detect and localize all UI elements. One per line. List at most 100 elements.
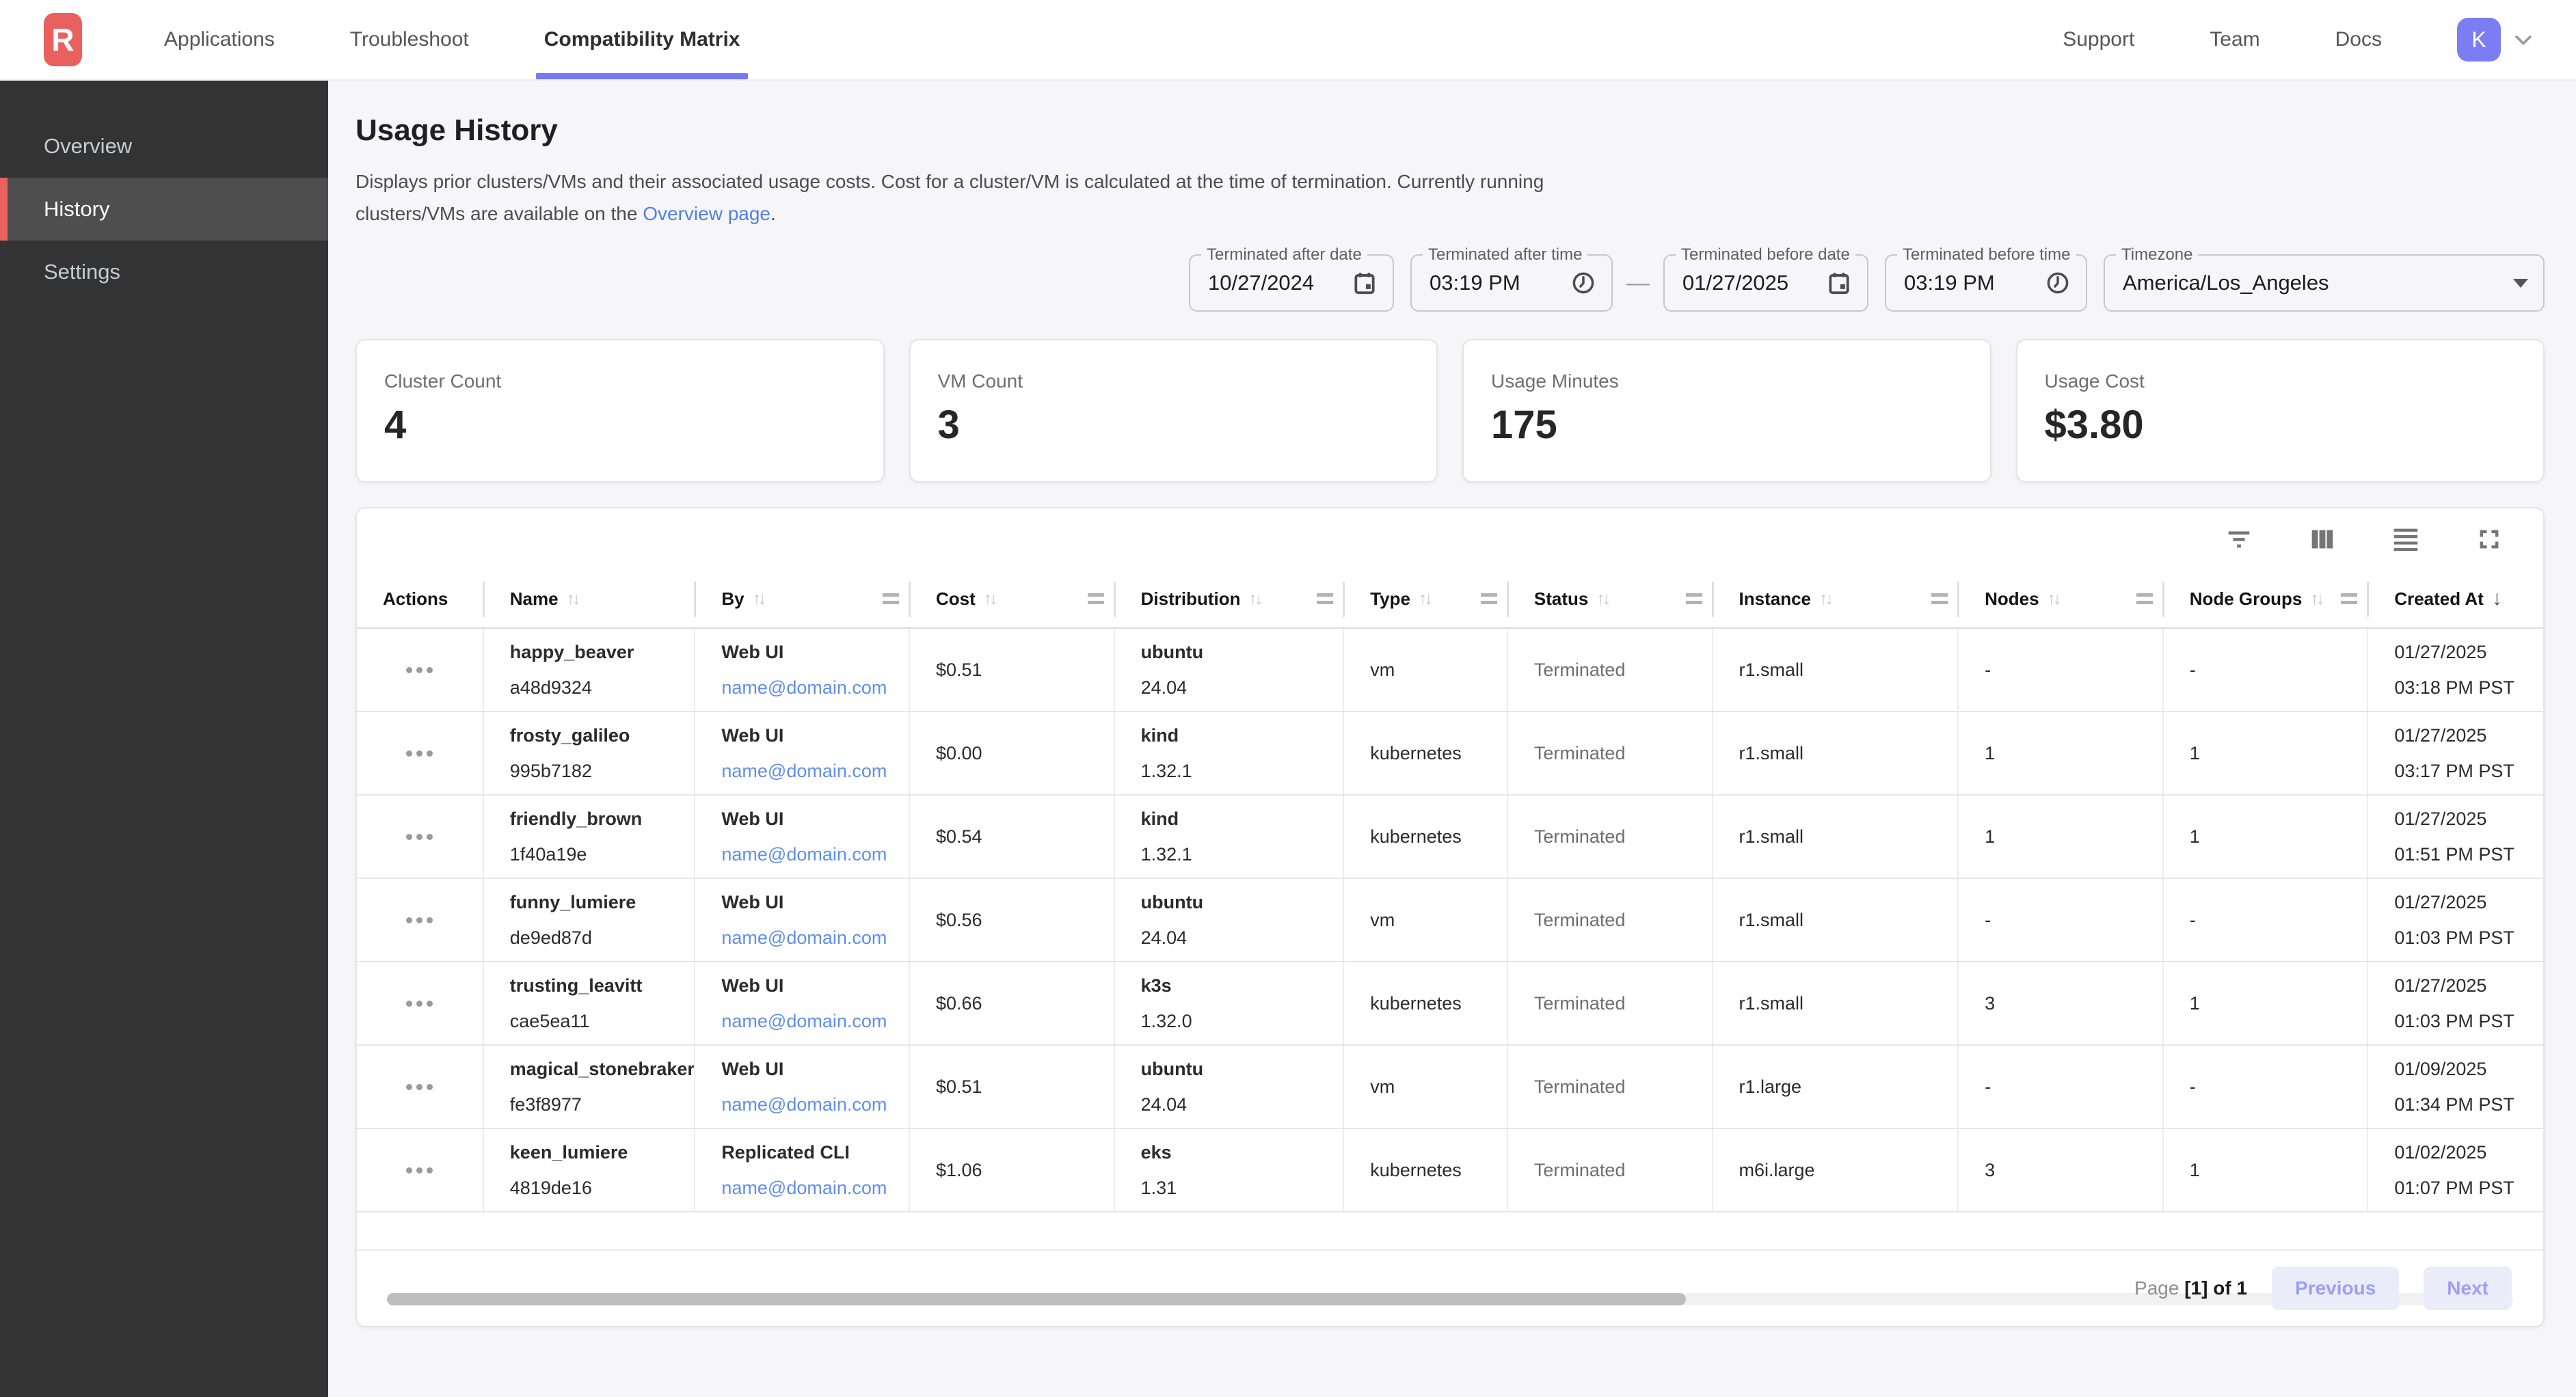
terminated-after-date-field[interactable]: Terminated after date 10/27/2024 (1189, 245, 1394, 312)
clock-icon[interactable] (2045, 270, 2071, 296)
table-row[interactable]: funny_lumiere de9ed87d Web UI name@domain.c… (357, 879, 2543, 962)
column-separator[interactable] (1711, 582, 1714, 617)
replicated-logo[interactable]: R (44, 13, 82, 66)
nav-item-docs[interactable]: Docs (2335, 28, 2382, 51)
column-header-node-groups[interactable]: Node Groups ↑↓ (2164, 570, 2370, 627)
row-node-groups: - (2189, 660, 2196, 680)
column-menu-icon[interactable] (1317, 593, 1334, 604)
column-separator[interactable] (2367, 582, 2370, 617)
column-header-instance[interactable]: Instance ↑↓ (1713, 570, 1960, 627)
row-status: Terminated (1533, 1160, 1626, 1180)
table-row[interactable]: frosty_galileo 995b7182 Web UI name@domain.… (357, 712, 2543, 796)
row-email-link[interactable]: name@domain.com (721, 761, 887, 781)
row-email-link[interactable]: name@domain.com (721, 1011, 887, 1031)
table-cell: vm (1344, 629, 1508, 711)
column-separator[interactable] (1113, 582, 1116, 617)
column-separator[interactable] (1957, 582, 1960, 617)
row-actions-button[interactable] (383, 1167, 483, 1174)
clock-icon[interactable] (1570, 270, 1596, 296)
sort-icon[interactable]: ↑↓ (1596, 588, 1611, 608)
overview-page-link[interactable]: Overview page (643, 203, 770, 224)
sort-icon[interactable]: ↑↓ (983, 588, 998, 608)
sidebar-item-overview[interactable]: Overview (44, 134, 133, 158)
filter-icon[interactable] (2223, 524, 2255, 555)
column-header-type[interactable]: Type ↑↓ (1344, 570, 1509, 627)
row-created-time: 01:51 PM PST (2394, 844, 2514, 865)
table-row[interactable]: magical_stonebraker fe3f8977 Web UI name@do… (357, 1046, 2543, 1129)
row-actions-button[interactable] (383, 750, 483, 757)
account-menu[interactable]: K (2457, 18, 2535, 62)
sidebar-item-history[interactable]: History (0, 178, 328, 241)
sort-icon[interactable]: ↑↓ (1248, 588, 1263, 608)
sort-desc-icon[interactable]: ↓ (2491, 587, 2502, 610)
column-menu-icon[interactable] (1931, 593, 1948, 604)
row-email-link[interactable]: name@domain.com (721, 1094, 887, 1115)
sort-icon[interactable]: ↑↓ (752, 588, 767, 608)
row-email-link[interactable]: name@domain.com (721, 844, 887, 865)
column-separator[interactable] (2162, 582, 2164, 617)
column-separator[interactable] (482, 582, 485, 617)
column-header-created-at[interactable]: Created At ↓ (2368, 570, 2543, 627)
column-header-cost[interactable]: Cost ↑↓ (910, 570, 1116, 627)
sort-icon[interactable]: ↑↓ (2310, 588, 2324, 608)
row-email-link[interactable]: name@domain.com (721, 677, 887, 698)
column-menu-icon[interactable] (1480, 593, 1497, 604)
calendar-icon[interactable] (1352, 270, 1378, 296)
column-menu-icon[interactable] (2136, 593, 2153, 604)
nav-item-support[interactable]: Support (2063, 28, 2135, 51)
row-actions-button[interactable] (383, 1083, 483, 1090)
column-menu-icon[interactable] (1087, 593, 1104, 604)
column-header-by[interactable]: By ↑↓ (695, 570, 911, 627)
column-menu-icon[interactable] (883, 593, 899, 604)
row-instance: r1.small (1739, 743, 1804, 763)
column-separator[interactable] (1343, 582, 1345, 617)
terminated-before-time-field[interactable]: Terminated before time 03:19 PM (1885, 245, 2087, 312)
previous-page-button[interactable]: Previous (2272, 1266, 2400, 1310)
fullscreen-icon[interactable] (2473, 524, 2505, 555)
column-header-status[interactable]: Status ↑↓ (1508, 570, 1714, 627)
table-row[interactable]: keen_lumiere 4819de16 Replicated CLI name@d… (357, 1129, 2543, 1212)
row-email-link[interactable]: name@domain.com (721, 1178, 887, 1198)
field-value: 01/27/2025 (1682, 271, 1789, 295)
table-cell: 01/09/2025 01:34 PM PST (2368, 1046, 2543, 1128)
table-cell: - (2164, 629, 2369, 711)
terminated-before-date-field[interactable]: Terminated before date 01/27/2025 (1663, 245, 1868, 312)
nav-item-compatibility-matrix[interactable]: Compatibility Matrix (535, 0, 749, 79)
avatar[interactable]: K (2457, 18, 2501, 62)
table-row[interactable]: friendly_brown 1f40a19e Web UI name@domain.… (357, 796, 2543, 879)
sort-icon[interactable]: ↑↓ (2047, 588, 2062, 608)
sidebar-item-settings[interactable]: Settings (44, 260, 121, 284)
next-page-button[interactable]: Next (2424, 1266, 2512, 1310)
column-header-nodes[interactable]: Nodes ↑↓ (1959, 570, 2164, 627)
timezone-select[interactable]: Timezone America/Los_Angeles (2104, 245, 2545, 312)
columns-icon[interactable] (2307, 524, 2338, 555)
column-header-name[interactable]: Name ↑↓ (484, 570, 697, 627)
nav-item-troubleshoot[interactable]: Troubleshoot (349, 28, 469, 51)
row-actions-button[interactable] (383, 1000, 483, 1007)
sort-icon[interactable]: ↑↓ (566, 588, 581, 608)
column-header-distribution[interactable]: Distribution ↑↓ (1115, 570, 1345, 627)
column-separator[interactable] (909, 582, 911, 617)
sort-icon[interactable]: ↑↓ (1819, 588, 1834, 608)
row-email-link[interactable]: name@domain.com (721, 927, 887, 948)
density-icon[interactable] (2390, 524, 2421, 555)
nav-item-applications[interactable]: Applications (164, 28, 275, 51)
calendar-icon[interactable] (1826, 270, 1852, 296)
column-menu-icon[interactable] (1685, 593, 1702, 604)
sort-icon[interactable]: ↑↓ (1418, 588, 1433, 608)
table-row[interactable]: trusting_leavitt cae5ea11 Web UI name@domai… (357, 962, 2543, 1046)
column-separator[interactable] (1506, 582, 1509, 617)
row-actions-button[interactable] (383, 833, 483, 840)
column-menu-icon[interactable] (2341, 593, 2358, 604)
column-label: Node Groups (2189, 588, 2303, 609)
nav-item-team[interactable]: Team (2210, 28, 2260, 51)
row-actions-button[interactable] (383, 666, 483, 673)
row-created-time: 01:03 PM PST (2394, 1011, 2514, 1031)
column-separator[interactable] (694, 582, 697, 617)
terminated-after-time-field[interactable]: Terminated after time 03:19 PM (1410, 245, 1613, 312)
row-actions-button[interactable] (383, 917, 483, 923)
horizontal-scrollbar-thumb[interactable] (387, 1293, 1686, 1305)
row-node-groups: - (2189, 1076, 2196, 1097)
horizontal-scrollbar-track[interactable] (387, 1293, 2513, 1305)
table-row[interactable]: happy_beaver a48d9324 Web UI name@domain.co… (357, 629, 2543, 712)
